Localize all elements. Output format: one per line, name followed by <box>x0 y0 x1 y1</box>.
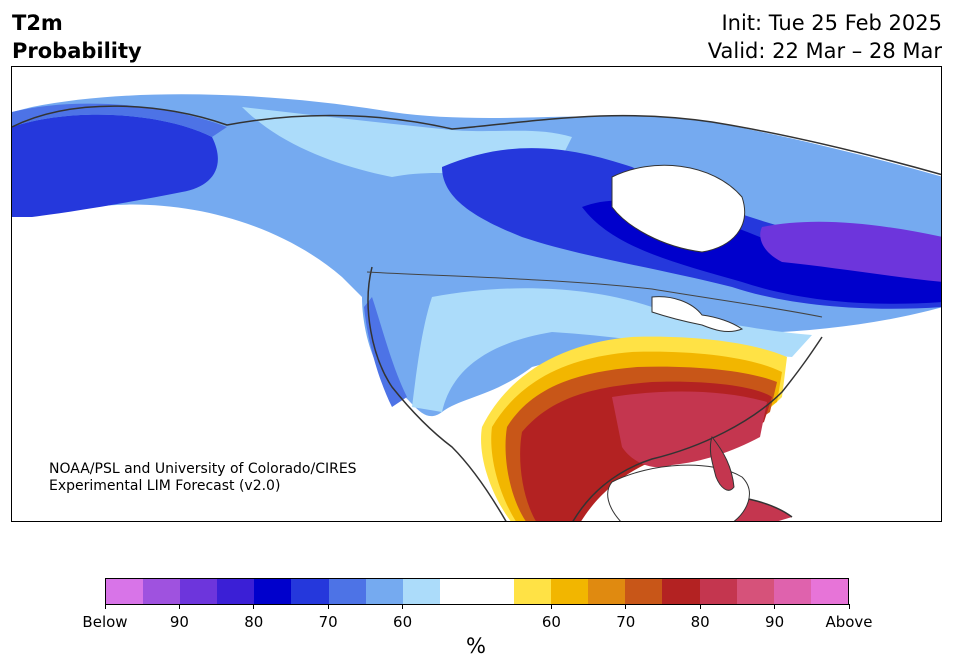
us-canada-border <box>366 271 823 318</box>
colorbar-segment <box>551 579 589 604</box>
colorbar-tick <box>625 604 627 609</box>
colorbar-tick <box>253 604 255 609</box>
alaska-cold <box>12 114 218 217</box>
west-coast-cold <box>364 297 407 407</box>
alaska-medium <box>12 103 227 137</box>
colorbar-tick-label: 70 <box>318 613 338 631</box>
colorbar-segment <box>328 579 366 604</box>
colorbar-tick <box>774 604 776 609</box>
colorbar-tick-label: 70 <box>616 613 636 631</box>
title-type: Probability <box>12 39 142 63</box>
colorbar-unit: % <box>466 634 486 658</box>
credit-line-1: NOAA/PSL and University of Colorado/CIRE… <box>49 461 357 477</box>
colorbar-segment <box>402 579 440 604</box>
colorbar-segment <box>699 579 737 604</box>
quebec-core <box>760 221 941 282</box>
hudson-bay <box>611 164 746 253</box>
colorbar-segment <box>291 579 329 604</box>
forecast-map <box>11 66 942 522</box>
warm-region-rose <box>612 391 767 468</box>
colorbar-tick-label: Below <box>82 613 128 631</box>
colorbar-segment <box>662 579 700 604</box>
colorbar-segment <box>588 579 626 604</box>
colorbar-tick <box>848 604 850 609</box>
valid-range: Valid: 22 Mar – 28 Mar <box>707 39 942 63</box>
colorbar-segment <box>439 579 477 604</box>
colorbar-segment <box>180 579 218 604</box>
gulf-of-mexico <box>607 464 750 521</box>
colorbar-segment <box>254 579 292 604</box>
colorbar-tick-label: 80 <box>690 613 710 631</box>
colorbar-tick-label: Above <box>825 613 873 631</box>
colorbar-tick-label: 80 <box>244 613 264 631</box>
title-variable: T2m <box>12 11 63 35</box>
colorbar-tick-label: 60 <box>393 613 413 631</box>
credit-line-2: Experimental LIM Forecast (v2.0) <box>49 478 281 494</box>
map-canvas <box>12 94 941 521</box>
colorbar-tick-label: 90 <box>765 613 785 631</box>
colorbar-segment <box>736 579 774 604</box>
colorbar-segment <box>773 579 811 604</box>
great-lakes <box>651 296 744 332</box>
colorbar-tick <box>178 604 180 609</box>
colorbar-segment <box>476 579 515 604</box>
colorbar-tick <box>699 604 701 609</box>
map-title: T2m Probability <box>12 9 142 65</box>
colorbar-tick-label: 60 <box>541 613 561 631</box>
init-date: Init: Tue 25 Feb 2025 <box>721 11 942 35</box>
colorbar-segment <box>625 579 663 604</box>
date-info: Init: Tue 25 Feb 2025 Valid: 22 Mar – 28… <box>708 9 942 65</box>
colorbar-segment <box>810 579 848 604</box>
us-pale <box>412 288 812 412</box>
data-credit: NOAA/PSL and University of Colorado/CIRE… <box>49 461 357 495</box>
florida <box>709 435 735 491</box>
probability-colorbar <box>105 578 849 605</box>
colorbar-segment <box>143 579 181 604</box>
colorbar-tick <box>104 604 106 609</box>
colorbar-tick <box>402 604 404 609</box>
colorbar-segment <box>106 579 144 604</box>
colorbar-tick <box>550 604 552 609</box>
colorbar-segment <box>514 579 552 604</box>
colorbar-tick-label: 90 <box>169 613 189 631</box>
colorbar-segment <box>365 579 403 604</box>
coastline <box>12 105 941 521</box>
colorbar-tick <box>327 604 329 609</box>
colorbar-segment <box>217 579 255 604</box>
